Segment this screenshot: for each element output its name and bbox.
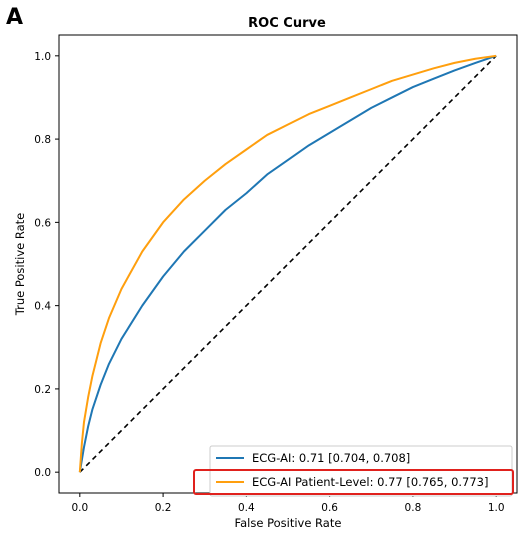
legend-highlight-box [193, 469, 514, 495]
x-tick-label: 0.0 [71, 502, 88, 514]
legend-entry-label: ECG-AI: 0.71 [0.704, 0.708] [252, 451, 410, 465]
y-tick-label: 0.8 [34, 134, 51, 146]
panel-label: A [6, 5, 23, 30]
y-tick-label: 0.0 [34, 467, 51, 479]
roc-line-series-1 [78, 54, 497, 473]
legend: ECG-AI: 0.71 [0.704, 0.708] ECG-AI Patien… [193, 445, 514, 497]
legend-entry-label: ECG-AI Patient-Level: 0.77 [0.765, 0.773… [252, 475, 489, 489]
x-axis-label: False Positive Rate [235, 516, 342, 530]
chance-line [79, 55, 497, 473]
x-tick-label: 0.6 [321, 502, 338, 514]
y-axis-label: True Positive Rate [13, 213, 27, 316]
y-tick-label: 0.2 [34, 384, 51, 396]
y-tick-label: 0.4 [34, 301, 51, 313]
x-tick-label: 0.4 [238, 502, 255, 514]
y-tick-label: 0.6 [34, 217, 51, 229]
x-tick-label: 1.0 [488, 502, 505, 514]
x-tick-label: 0.8 [405, 502, 422, 514]
roc-line-series-2 [78, 54, 497, 473]
x-tick-label: 0.2 [155, 502, 172, 514]
y-tick-label: 1.0 [34, 51, 51, 63]
plot-area: 0.0 0.2 0.4 0.6 0.8 1.0 0.0 0.2 0.4 0.6 0.8 1.0 [34, 34, 518, 514]
chart-title: ROC Curve [248, 16, 326, 31]
